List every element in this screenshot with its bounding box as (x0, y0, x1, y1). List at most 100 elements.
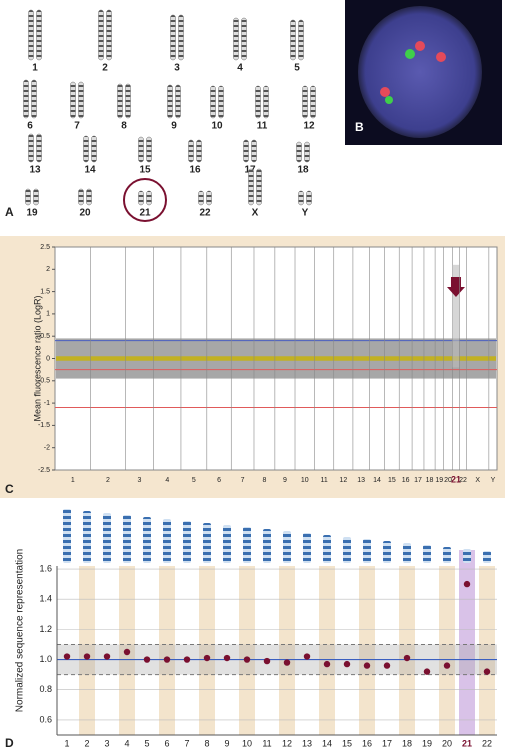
chromosome (251, 139, 257, 163)
x-tick-label: 2 (84, 738, 89, 748)
dot (283, 659, 291, 666)
chromosome (302, 85, 308, 119)
chromosome (175, 84, 181, 119)
y-tick-label: 1.0 (39, 654, 52, 664)
x-tick-label: 8 (262, 477, 266, 484)
dot (63, 653, 71, 660)
dot (483, 668, 491, 675)
dot (223, 654, 231, 662)
chromosome-label: X (252, 208, 259, 219)
chromosome-label: 9 (171, 121, 177, 132)
chromosome (138, 136, 144, 163)
x-tick-label: 18 (426, 477, 434, 484)
dot (183, 656, 191, 663)
chromosome (78, 188, 84, 206)
chromosome (306, 190, 312, 206)
ideogram (343, 537, 351, 563)
chromosome (263, 85, 269, 119)
x-tick-label: 4 (165, 477, 169, 484)
chromosome (218, 85, 224, 119)
chromosome-label: 6 (27, 121, 33, 132)
chromosome (106, 9, 112, 61)
x-tick-label: 8 (204, 738, 209, 748)
dot (203, 654, 211, 662)
dot (343, 660, 351, 668)
fish-signal (436, 52, 446, 62)
y-axis-label: Mean fluorescence ratio (LogR) (32, 295, 42, 421)
ideogram (363, 539, 371, 563)
ideogram (143, 517, 151, 563)
x-tick-label: 5 (192, 477, 196, 484)
panel-label: C (5, 482, 14, 496)
chromosome (28, 133, 34, 163)
chromosome (188, 139, 194, 163)
y-tick-label: -2.5 (38, 467, 50, 474)
chromosome-label: 22 (199, 208, 211, 219)
chromosome (290, 19, 296, 61)
chromosome (25, 188, 31, 206)
chromosome (170, 14, 176, 61)
ideogram (103, 513, 111, 563)
chromosome (248, 168, 254, 206)
x-tick-label: 21 (462, 738, 472, 748)
ideogram (443, 547, 451, 563)
chromosome (296, 141, 302, 163)
chromosome-label: 12 (303, 121, 315, 132)
chromosome (310, 85, 316, 119)
y-tick-label: 2.5 (40, 244, 50, 251)
dot (143, 656, 151, 663)
x-tick-label: 10 (242, 738, 252, 748)
x-tick-label: 11 (262, 738, 271, 748)
dot (163, 656, 171, 663)
ideogram (203, 523, 211, 563)
chromosome-label: 15 (139, 165, 151, 176)
y-tick-label: 2 (46, 266, 50, 273)
y-tick-label: 1.6 (39, 563, 52, 573)
y-tick-label: 1 (46, 311, 50, 318)
x-tick-label: 19 (422, 738, 432, 748)
x-tick-label: 1 (71, 477, 75, 484)
chromosome-label: 7 (74, 121, 80, 132)
chromosome (241, 17, 247, 61)
x-tick-label: 19 (435, 477, 443, 484)
y-tick-label: 1.4 (39, 594, 52, 604)
chromosome (70, 81, 76, 119)
chromosome (210, 85, 216, 119)
x-tick-label: 12 (339, 477, 347, 484)
chromosome-label: Y (302, 208, 309, 219)
x-tick-label: 15 (388, 477, 396, 484)
ideogram (223, 525, 231, 563)
chromosome (125, 83, 131, 119)
dot (323, 660, 331, 668)
chromosome (23, 79, 29, 119)
chromosome-label: 4 (237, 63, 243, 74)
column-shade (239, 566, 255, 735)
chromosome (167, 84, 173, 119)
y-tick-label: 0.8 (39, 684, 52, 694)
dot (463, 580, 471, 588)
y-tick-label: 0 (46, 355, 50, 362)
ideogram (403, 543, 411, 563)
dot (83, 653, 91, 660)
column-shade (399, 566, 415, 735)
x-tick-label: 14 (322, 738, 332, 748)
fish-signal (405, 49, 415, 59)
ideogram (483, 551, 491, 563)
chromosome (83, 135, 89, 163)
y-tick-label: -1.5 (38, 422, 50, 429)
signal-core (56, 356, 496, 361)
x-tick-label: 22 (459, 477, 467, 484)
chromosome (233, 17, 239, 61)
nucleus (358, 6, 482, 138)
x-tick-label: 10 (301, 477, 309, 484)
y-tick-label: -2 (44, 445, 50, 452)
x-tick-label: 12 (282, 738, 292, 748)
dot (443, 662, 451, 669)
chromosome (36, 9, 42, 61)
x-tick-label: 15 (342, 738, 352, 748)
chromosome (206, 190, 212, 206)
chromosome (256, 168, 262, 206)
x-tick-label: 2 (106, 477, 110, 484)
x-tick-label: 11 (320, 477, 327, 484)
dot (103, 653, 111, 660)
